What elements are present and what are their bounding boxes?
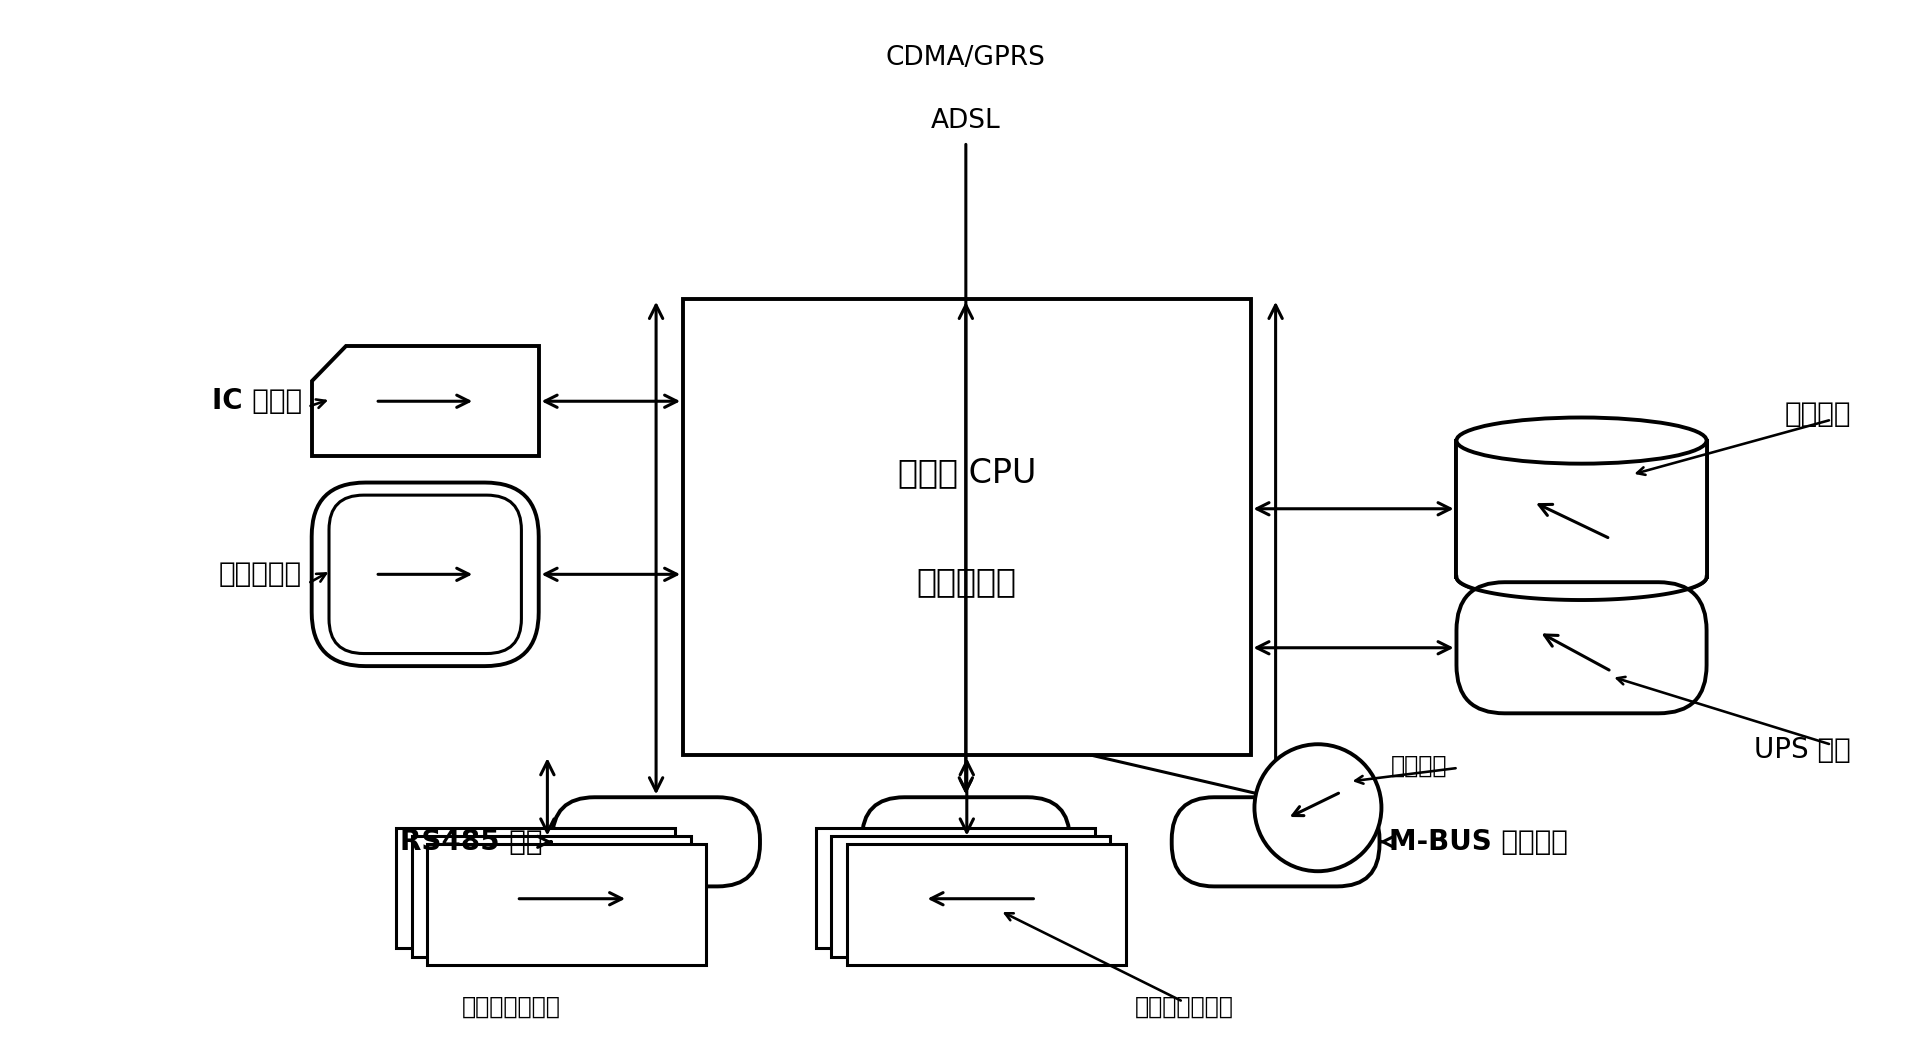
Bar [396,828,675,948]
FancyBboxPatch shape [312,483,538,666]
Text: 数据存储: 数据存储 [1783,401,1850,428]
Ellipse shape [1254,744,1381,872]
FancyBboxPatch shape [862,797,1069,886]
Text: ADSL: ADSL [931,108,1000,133]
Bar [846,844,1125,965]
FancyBboxPatch shape [329,495,521,654]
Bar [683,299,1250,755]
Text: 触摸操作屏: 触摸操作屏 [219,560,302,588]
Ellipse shape [1456,418,1706,464]
Bar [412,836,690,957]
Text: 灯光报警: 灯光报警 [1390,754,1446,777]
Text: RS485 接口: RS485 接口 [400,828,542,856]
Text: 嵌入式 CPU: 嵌入式 CPU [898,456,1035,489]
Text: 电动阀控制接口: 电动阀控制接口 [462,996,560,1019]
Polygon shape [312,346,538,456]
Text: IC 卡读卡: IC 卡读卡 [212,387,302,415]
Text: UPS 电源: UPS 电源 [1754,736,1850,764]
Bar [427,844,706,965]
FancyBboxPatch shape [552,797,760,886]
FancyBboxPatch shape [1456,582,1706,713]
Bar [815,828,1094,948]
Text: 电动阀检测接口: 电动阀检测接口 [1135,996,1233,1019]
FancyBboxPatch shape [1171,797,1379,886]
Text: CDMA/GPRS: CDMA/GPRS [885,45,1046,70]
Bar [831,836,1110,957]
Text: M-BUS 热表接口: M-BUS 热表接口 [1388,828,1567,856]
Polygon shape [1456,441,1706,600]
Text: 中心控制器: 中心控制器 [917,565,1015,598]
